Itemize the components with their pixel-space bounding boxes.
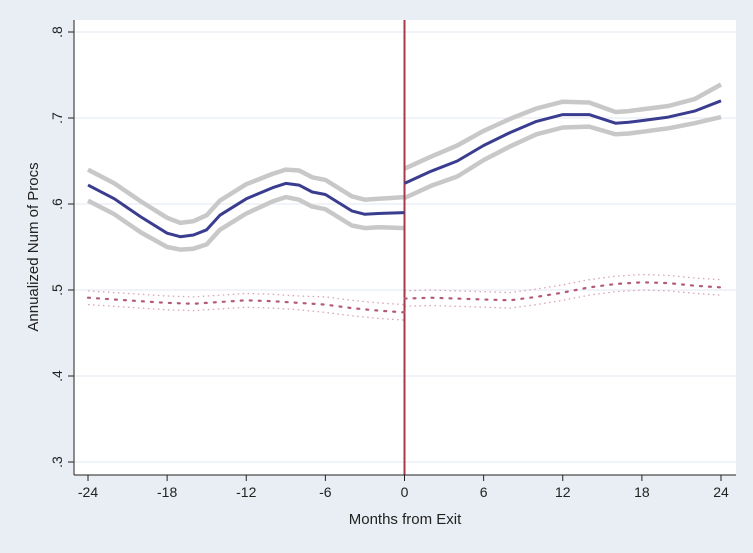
y-tick-label: .5 bbox=[49, 284, 65, 296]
ticks: .3 .4 .5 .6 .7 .8 -24 -18 -12 -6 0 6 12 18 24 bbox=[49, 26, 729, 500]
x-tick-label: 12 bbox=[555, 484, 571, 500]
x-tick-label: -6 bbox=[319, 484, 332, 500]
treated-series-line bbox=[403, 99, 722, 185]
treated-series-line bbox=[87, 181, 405, 239]
ci-lower-bound bbox=[86, 194, 405, 252]
x-tick-label: -18 bbox=[157, 484, 177, 500]
x-tick-label: 24 bbox=[713, 484, 729, 500]
x-axis-label: Months from Exit bbox=[349, 511, 462, 528]
confidence-bands bbox=[86, 82, 723, 321]
x-tick-label: 18 bbox=[634, 484, 650, 500]
x-tick-label: 6 bbox=[480, 484, 488, 500]
ci-upper-bound bbox=[86, 167, 405, 226]
ci-upper-bound bbox=[403, 82, 723, 171]
control-ci-upper-bound bbox=[404, 273, 722, 294]
control-ci-lower-bound bbox=[404, 289, 722, 309]
y-tick-label: .6 bbox=[49, 198, 65, 210]
x-tick-label: -24 bbox=[78, 484, 98, 500]
y-tick-label: .7 bbox=[49, 112, 65, 124]
x-tick-label: 0 bbox=[401, 484, 409, 500]
control-series-line bbox=[86, 296, 406, 314]
y-tick-label: .3 bbox=[49, 456, 65, 468]
ci-lower-bound bbox=[403, 114, 722, 201]
y-tick-label: .4 bbox=[49, 370, 65, 382]
series-lines bbox=[86, 99, 723, 314]
y-axis-label: Annualized Num of Procs bbox=[25, 162, 42, 331]
y-tick-label: .8 bbox=[49, 26, 65, 38]
x-tick-label: -12 bbox=[236, 484, 256, 500]
